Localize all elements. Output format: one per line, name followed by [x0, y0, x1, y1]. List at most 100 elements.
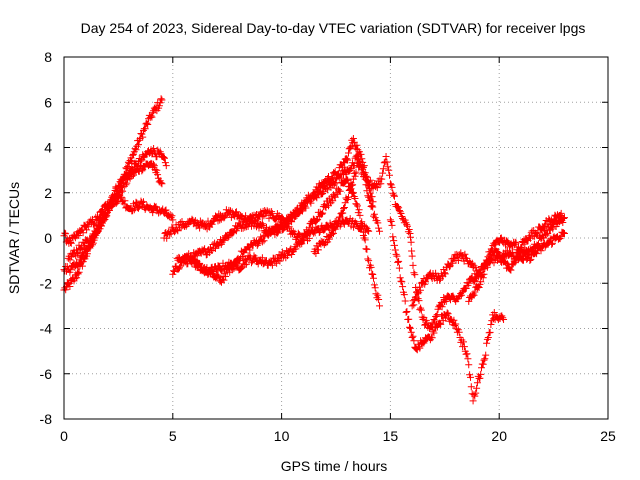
data-point	[281, 255, 283, 257]
y-tick-labels: -8 -6 -4 -2 0 2 4 6 8	[40, 49, 53, 427]
data-point	[468, 282, 470, 284]
data-point	[396, 255, 398, 257]
data-point	[226, 235, 228, 237]
data-point	[128, 162, 130, 164]
data-point	[128, 207, 130, 210]
data-point	[270, 214, 272, 216]
data-point	[476, 382, 479, 384]
series-track-11	[408, 228, 568, 310]
data-point	[476, 287, 479, 289]
data-point	[67, 257, 69, 259]
data-point	[422, 282, 424, 284]
data-point	[259, 239, 261, 241]
data-point	[396, 205, 398, 207]
x-axis-label: GPS time / hours	[281, 458, 388, 474]
data-point	[507, 241, 509, 244]
data-point	[452, 257, 455, 259]
data-point	[281, 217, 283, 219]
data-point	[472, 400, 474, 402]
data-point	[542, 235, 544, 237]
data-point	[439, 278, 442, 280]
data-point	[150, 149, 152, 151]
data-point	[357, 226, 359, 228]
data-point	[270, 262, 272, 264]
data-point	[324, 228, 326, 230]
data-point	[302, 237, 304, 239]
x-tick-label: 0	[60, 428, 68, 444]
data-point	[385, 155, 387, 158]
data-point	[374, 217, 376, 219]
y-tick-label: -2	[40, 275, 53, 291]
data-point	[281, 223, 283, 226]
data-point	[409, 232, 411, 235]
series-markers	[408, 228, 568, 310]
data-point	[415, 348, 418, 350]
data-point	[204, 271, 207, 273]
data-point	[381, 178, 383, 180]
data-point	[418, 291, 420, 293]
data-point	[106, 207, 109, 210]
plot-frame	[63, 56, 609, 420]
data-point	[483, 359, 485, 361]
data-point	[324, 241, 326, 244]
data-point	[237, 226, 239, 228]
data-point	[161, 210, 163, 212]
chart-title: Day 254 of 2023, Sidereal Day-to-day VTE…	[81, 20, 586, 36]
data-point	[165, 165, 167, 167]
data-point	[389, 183, 391, 185]
data-point	[468, 300, 470, 302]
data-point	[215, 244, 217, 246]
data-point	[313, 196, 315, 198]
y-axis-label: SDTVAR / TECUs	[6, 182, 22, 294]
data-point	[487, 336, 489, 339]
data-point	[324, 187, 326, 189]
data-point	[498, 255, 500, 257]
x-tick-label: 20	[491, 428, 507, 444]
data-point	[433, 318, 435, 321]
data-point	[291, 232, 294, 235]
data-point	[550, 219, 553, 221]
data-point	[128, 171, 130, 173]
data-point	[459, 336, 461, 339]
data-point	[313, 219, 315, 221]
data-point	[106, 203, 109, 205]
data-point	[363, 237, 365, 239]
data-point	[259, 260, 261, 262]
data-point	[352, 178, 355, 180]
y-tick-label: 4	[44, 140, 52, 156]
series-track-4	[64, 191, 177, 264]
data-point	[446, 266, 448, 269]
data-point	[226, 264, 228, 266]
data-point	[291, 250, 294, 253]
data-point	[237, 214, 239, 216]
data-point	[368, 260, 370, 262]
data-point	[533, 253, 535, 255]
data-point	[291, 214, 294, 216]
data-point	[378, 305, 381, 307]
series-track-2	[60, 159, 166, 276]
data-point	[324, 205, 326, 207]
data-point	[161, 155, 163, 158]
data-point	[265, 212, 267, 214]
series-markers	[465, 209, 566, 305]
data-point	[529, 235, 531, 237]
data-point	[313, 230, 315, 232]
data-point	[357, 155, 359, 158]
data-point	[411, 305, 413, 307]
y-tick-label: -4	[40, 321, 53, 337]
data-point	[161, 99, 163, 101]
data-point	[455, 300, 457, 302]
series-markers	[386, 216, 508, 405]
data-point	[85, 250, 87, 253]
x-tick-label: 10	[274, 428, 290, 444]
data-point	[498, 316, 500, 318]
data-point	[352, 192, 355, 194]
data-point	[237, 257, 239, 259]
data-point	[346, 219, 348, 221]
data-point	[96, 219, 98, 221]
data-point	[270, 230, 272, 232]
data-point	[111, 201, 113, 203]
x-tick-label: 25	[600, 428, 616, 444]
data-point	[172, 228, 174, 230]
